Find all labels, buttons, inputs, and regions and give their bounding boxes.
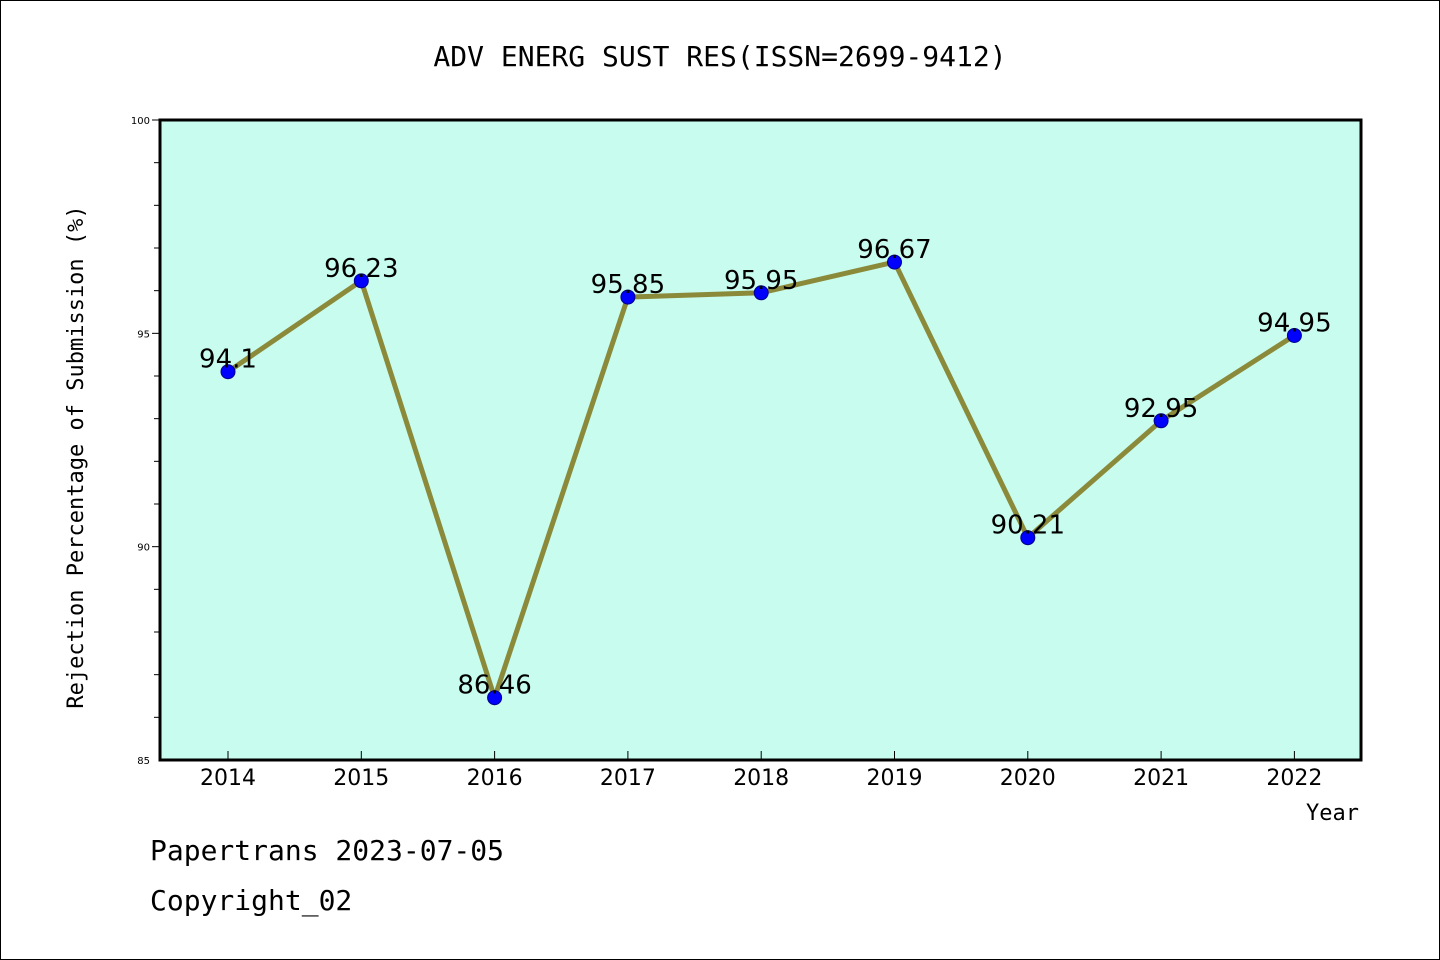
plot-area <box>158 118 1363 762</box>
data-label: 94.95 <box>1257 308 1331 338</box>
y-tick-label: 95 <box>137 329 150 340</box>
footer-copyright: Copyright_02 <box>150 884 353 917</box>
chart-title: ADV ENERG SUST RES(ISSN=2699-9412) <box>433 40 1006 73</box>
data-label: 92.95 <box>1124 394 1198 424</box>
series-layer: 94.1 96.23 86.46 95.85 95.95 96.67 90.21 92.95 9… <box>199 235 1332 706</box>
y-tick-label: 100 <box>131 116 150 127</box>
data-label: 96.23 <box>324 254 398 284</box>
data-label: 95.95 <box>724 266 798 296</box>
data-point <box>887 254 902 270</box>
x-tick-label: 2016 <box>467 766 523 791</box>
data-label: 96.67 <box>857 235 931 265</box>
x-tick-label: 2020 <box>1000 766 1056 791</box>
data-label: 95.85 <box>591 270 665 300</box>
x-tick-label: 2019 <box>867 766 923 791</box>
x-axis-ticks: 2014 2015 2016 2017 2018 2019 2020 2021 2022 <box>200 751 1322 791</box>
data-point <box>620 289 636 305</box>
data-point <box>353 273 369 289</box>
data-point <box>1020 530 1036 546</box>
x-tick-label: 2017 <box>600 766 656 791</box>
x-tick-label: 2014 <box>200 766 256 791</box>
data-point <box>753 285 769 301</box>
x-tick-label: 2015 <box>333 766 389 791</box>
data-label: 94.1 <box>199 345 257 375</box>
data-point <box>1153 413 1169 429</box>
data-point <box>1286 327 1302 343</box>
data-point <box>487 690 503 706</box>
data-label: 90.21 <box>991 511 1065 541</box>
y-tick-label: 90 <box>137 543 150 554</box>
y-tick-label: 85 <box>137 756 150 767</box>
x-axis-title: Year <box>1306 801 1359 826</box>
x-tick-label: 2021 <box>1133 766 1189 791</box>
footer-watermark: Papertrans 2023-07-05 <box>150 834 505 867</box>
data-label: 86.46 <box>457 671 531 701</box>
y-axis-ticks: 85 90 95 100 <box>131 116 160 767</box>
y-axis-title: Rejection Percentage of Submission (%) <box>64 205 89 708</box>
x-tick-label: 2022 <box>1266 766 1322 791</box>
data-point <box>220 364 236 380</box>
x-tick-label: 2018 <box>733 766 789 791</box>
